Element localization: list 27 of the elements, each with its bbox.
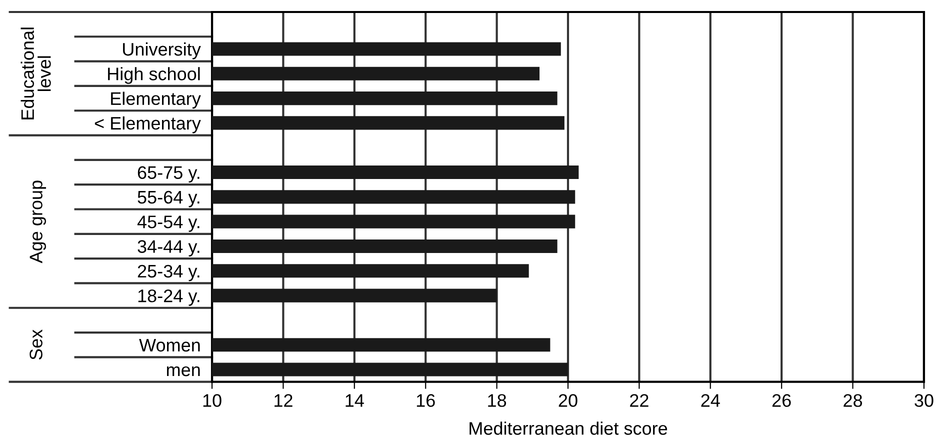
x-tick-label: 28	[844, 394, 862, 407]
x-tick-label: 10	[203, 394, 222, 407]
y-tick-label: University	[123, 42, 201, 60]
y-tick-label: High school	[108, 67, 200, 84]
y-tick-label: 25-34 y.	[138, 264, 200, 282]
y-tick-label: < Elementary	[94, 116, 201, 134]
x-tick-label: 24	[701, 394, 720, 407]
x-tick-label: 22	[630, 394, 648, 407]
y-tick-label: Women	[139, 338, 200, 352]
x-tick-label: 18	[488, 394, 506, 407]
x-tick-label: 16	[416, 394, 435, 407]
y-tick-label: men	[166, 366, 200, 376]
x-tick-label: 30	[914, 394, 934, 407]
x-tick-label: 14	[346, 394, 364, 407]
x-tick-label: 26	[772, 394, 791, 407]
y-tick-label: Elementary	[111, 92, 201, 109]
y-tick-label: 55-64 y.	[138, 190, 200, 208]
y-tick-label: 18-24 y.	[138, 289, 200, 306]
text: Educational level	[20, 28, 51, 120]
y-tick-label: 45-54 y.	[137, 216, 200, 232]
text: Age group	[30, 180, 46, 264]
x-tick-label: 12	[274, 394, 292, 407]
x-tick-label: 20	[558, 394, 578, 407]
x-axis-title: Mediterranean diet score	[470, 422, 668, 435]
y-tick-label: 34-44 y.	[138, 240, 200, 257]
text: Sex	[30, 329, 42, 360]
y-tick-label: 65-75 y.	[138, 166, 200, 183]
